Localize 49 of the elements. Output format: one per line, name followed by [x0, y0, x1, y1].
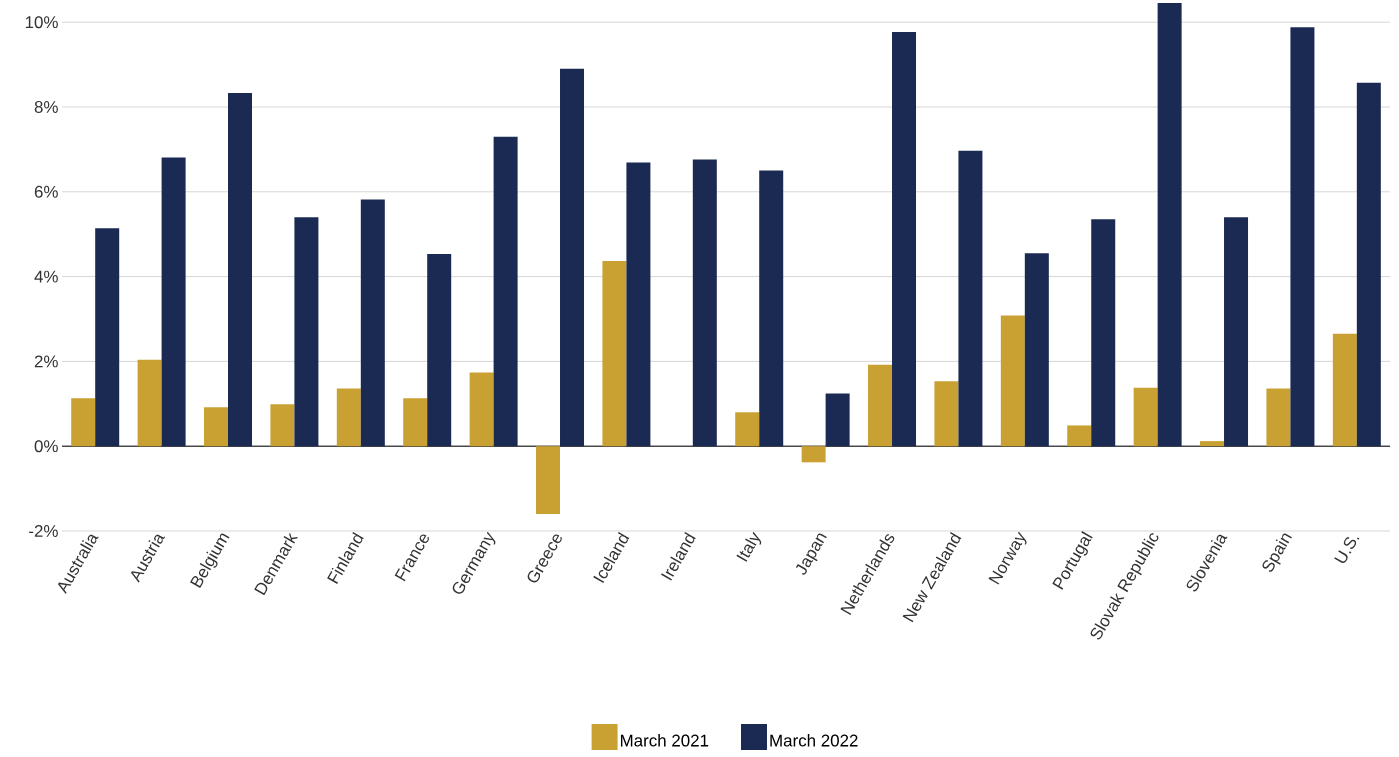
bar [1157, 3, 1182, 447]
x-tick-label: U.S. [1334, 537, 1360, 563]
y-tick-label: 0% [34, 440, 58, 453]
bar [868, 364, 893, 447]
bar [934, 381, 959, 447]
bar [1200, 441, 1225, 447]
bar [626, 162, 651, 447]
bar [294, 217, 319, 447]
bar [360, 199, 385, 447]
bar [1000, 315, 1025, 447]
bar [427, 254, 452, 447]
bar [95, 228, 120, 447]
bar [735, 412, 760, 447]
bar [1356, 82, 1381, 447]
bar [801, 446, 826, 463]
y-tick-label: 6% [34, 185, 58, 198]
bar [469, 372, 494, 447]
y-tick-label: 8% [34, 100, 58, 113]
bar [137, 359, 162, 447]
y-tick-label: 10% [25, 16, 58, 29]
bar [1332, 333, 1357, 447]
bar [1290, 27, 1315, 447]
bar [336, 388, 361, 447]
bar [825, 393, 850, 447]
bar [536, 446, 561, 515]
bar [560, 68, 585, 447]
bar [204, 407, 228, 447]
bar [1024, 253, 1049, 447]
y-tick-label: 2% [34, 355, 58, 368]
bar [1133, 387, 1158, 447]
bar [270, 404, 295, 447]
bar [892, 31, 917, 447]
bar [228, 92, 253, 447]
bar [1266, 388, 1291, 447]
legend-label: March 2021 [620, 734, 709, 747]
legend-label: March 2022 [770, 734, 858, 747]
bar [161, 157, 186, 447]
bar [692, 159, 717, 447]
bar [1091, 219, 1116, 447]
bar [958, 150, 983, 447]
bar [403, 398, 428, 447]
bar [71, 398, 96, 447]
bar [1224, 217, 1249, 447]
y-tick-label: -2% [29, 525, 58, 537]
y-tick-label: 4% [34, 270, 58, 283]
bar [493, 136, 518, 447]
bar [759, 170, 784, 447]
bar [602, 260, 627, 447]
bar [1067, 425, 1092, 447]
